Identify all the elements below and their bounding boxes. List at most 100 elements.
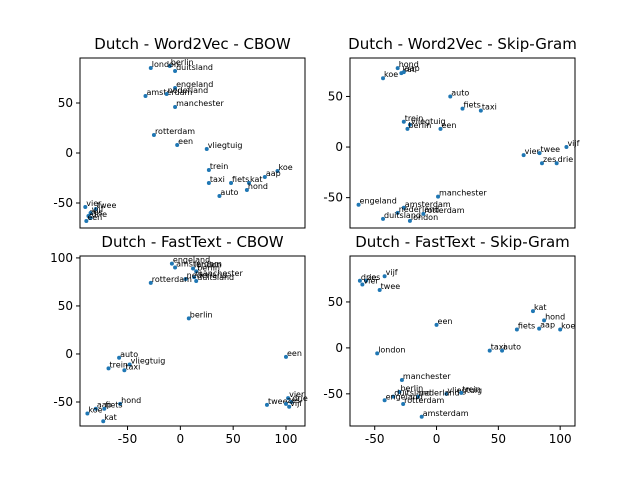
point-label: drie xyxy=(92,210,108,219)
scatter-point xyxy=(415,394,420,399)
point-label: een xyxy=(87,213,102,222)
point-label: berlin xyxy=(171,58,194,67)
scatter-point xyxy=(88,211,93,215)
point-label: kat xyxy=(402,65,415,74)
point-label: hond xyxy=(248,182,268,191)
point-label: london xyxy=(411,213,438,222)
point-label: hond xyxy=(545,312,565,321)
axes-frame xyxy=(79,255,306,427)
scatter-point xyxy=(401,70,406,75)
scatter-point xyxy=(275,169,280,173)
scatter-point xyxy=(102,406,107,411)
y-tick-label: 0 xyxy=(65,146,73,160)
x-tick-label: 100 xyxy=(549,432,572,446)
point-label: aap xyxy=(97,401,112,410)
scatter-point xyxy=(217,194,222,198)
point-label: vliegtuig xyxy=(131,357,166,366)
scatter-point xyxy=(183,277,188,282)
point-label: berlin xyxy=(400,384,423,393)
scatter-point xyxy=(148,280,153,285)
scatter-point xyxy=(407,122,412,127)
panel-fasttext-skipgram: Dutch - FastText - Skip-Gram 50 0 -50 -50 0 5… xyxy=(323,233,576,446)
scatter-point xyxy=(169,261,174,266)
scatter-point xyxy=(554,161,559,166)
scatter-point xyxy=(381,216,386,221)
point-label: manchester xyxy=(195,269,243,278)
scatter-point xyxy=(530,309,535,314)
point-label: amsterdam xyxy=(146,88,192,97)
point-label: rotterdam xyxy=(152,275,192,284)
y-tick-label: 50 xyxy=(328,89,343,103)
point-label: een xyxy=(178,137,193,146)
y-tick-label: 50 xyxy=(58,299,73,313)
point-label: engeland xyxy=(360,197,397,206)
point-label: een xyxy=(287,349,302,358)
panel-fasttext-cbow: Dutch - FastText - CBOW 100 50 0 -50 -50 0 50 1… xyxy=(50,233,308,446)
point-label: taxi xyxy=(491,343,506,352)
point-label: twee xyxy=(97,201,117,210)
scatter-point xyxy=(395,210,400,215)
scatter-point xyxy=(381,76,386,81)
scatter-point xyxy=(84,219,89,223)
point-label: drie xyxy=(292,394,308,403)
y-tick-label: -50 xyxy=(323,191,343,205)
point-label: rotterdam xyxy=(404,396,444,405)
scatter-point xyxy=(175,143,180,147)
point-label: fiets xyxy=(464,101,481,110)
point-label: manchester xyxy=(403,372,451,381)
point-label: zes xyxy=(89,208,102,217)
scatter-point xyxy=(436,194,441,199)
y-tick-label: -50 xyxy=(53,395,73,409)
point-label: drie xyxy=(558,155,574,164)
scatter-point xyxy=(382,274,387,279)
scatter-point xyxy=(151,133,156,137)
scatter-point xyxy=(444,391,449,396)
x-tick-label: 0 xyxy=(177,432,185,446)
point-label: vijf xyxy=(290,399,302,408)
scatter-point xyxy=(360,282,365,287)
point-label: twee xyxy=(381,282,401,291)
scatter-point xyxy=(405,126,410,131)
scatter-point xyxy=(539,161,544,166)
scatter-point xyxy=(127,362,132,367)
scatter-point xyxy=(192,275,197,280)
point-label: trein xyxy=(110,360,128,369)
scatter-point xyxy=(401,119,406,124)
scatter-point xyxy=(375,351,380,356)
point-label: zes xyxy=(287,396,300,405)
point-label: london xyxy=(152,60,179,69)
scatter-point xyxy=(194,269,199,274)
scatter-point xyxy=(286,396,291,401)
scatter-point xyxy=(148,66,153,70)
scatter-point xyxy=(391,394,396,399)
point-label: een xyxy=(438,317,453,326)
point-label: taxi xyxy=(482,103,497,112)
scatter-point xyxy=(247,181,252,185)
point-label: vijf xyxy=(386,268,398,277)
point-label: trein xyxy=(210,162,228,171)
point-label: auto xyxy=(220,188,238,197)
scatter-point xyxy=(459,390,464,395)
scatter-point xyxy=(262,175,267,179)
point-label: trein xyxy=(405,114,423,123)
point-label: auto xyxy=(503,343,521,352)
point-label: hond xyxy=(121,396,141,405)
point-label: berlin xyxy=(408,121,431,130)
point-label: london xyxy=(194,260,221,269)
scatter-point xyxy=(88,216,93,220)
scatter-point xyxy=(117,355,122,360)
point-label: rotterdam xyxy=(424,206,464,215)
panel-title: Dutch - FastText - CBOW xyxy=(101,233,283,251)
axes-frame xyxy=(349,57,576,229)
scatter-point xyxy=(542,318,547,323)
scatter-point xyxy=(289,399,294,404)
scatter-point xyxy=(283,354,288,359)
y-tick-label: 50 xyxy=(328,295,343,309)
point-label: london xyxy=(378,345,405,354)
point-label: duitsland xyxy=(176,63,213,72)
point-label: taxi xyxy=(125,362,140,371)
point-label: duitsland xyxy=(394,389,431,398)
scatter-point xyxy=(164,92,169,96)
scatter-point xyxy=(421,211,426,216)
